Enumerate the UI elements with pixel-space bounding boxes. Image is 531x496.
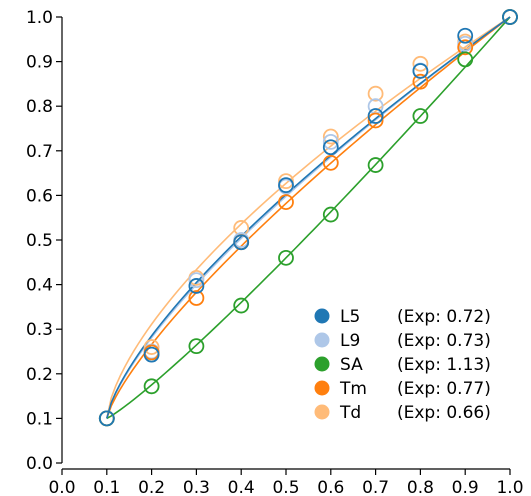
- data-point-tm: [367, 112, 384, 129]
- y-tick-label: 1.0: [26, 8, 53, 28]
- x-tick-label: 0.3: [183, 478, 210, 496]
- data-point-td: [412, 55, 429, 72]
- data-point-td: [143, 339, 160, 355]
- x-tick-label: 0.6: [317, 478, 344, 496]
- x-tick-label: 1.0: [496, 478, 523, 496]
- y-tick-label: 0.3: [26, 320, 53, 340]
- data-point-l5: [233, 234, 250, 251]
- legend-marker-l9: [314, 332, 330, 348]
- data-point-tm: [412, 73, 429, 90]
- data-point-tm: [457, 39, 474, 56]
- data-point-l5: [412, 63, 429, 79]
- data-point-sa: [143, 378, 160, 395]
- y-tick-label: 0.0: [26, 454, 53, 474]
- data-point-l5: [457, 27, 474, 44]
- y-tick-label: 0.7: [26, 142, 53, 162]
- data-point-td: [278, 173, 294, 190]
- x-tick-label: 0.0: [48, 478, 75, 496]
- data-point-sa: [412, 108, 429, 124]
- data-point-l5: [502, 9, 518, 25]
- legend-exponent-label: (Exp: 0.73): [397, 331, 491, 351]
- legend-exponent-label: (Exp: 0.77): [397, 379, 491, 399]
- data-point-l5: [98, 410, 115, 427]
- fit-curves: [106, 16, 511, 420]
- legend: L5 (Exp: 0.72) L9 (Exp: 0.73) SA (Exp: 1.13) T…: [314, 307, 491, 423]
- x-tick-label: 0.7: [362, 478, 389, 496]
- legend-series-name: L9: [340, 331, 360, 351]
- x-tick-label: 0.8: [407, 478, 434, 496]
- axes: 0.0 0.1 0.2 0.3 0.4 0.5 0.6 0.7 0.8 0.9 1.0 0.0 0.1 0…: [26, 8, 524, 496]
- data-point-tm: [278, 194, 294, 210]
- legend-exponent-label: (Exp: 0.72): [397, 307, 491, 327]
- data-point-l5: [143, 346, 160, 363]
- y-tick-label: 0.2: [26, 365, 53, 385]
- y-tick-label: 0.5: [26, 231, 53, 251]
- x-tick-label: 0.2: [138, 478, 165, 496]
- data-point-l9: [188, 272, 205, 289]
- fit-curve-sa: [106, 16, 511, 420]
- data-point-l5: [188, 278, 205, 294]
- y-tick-label: 0.1: [26, 409, 53, 429]
- legend-exponent-label: (Exp: 1.13): [397, 355, 491, 375]
- legend-marker-tm: [314, 380, 330, 396]
- y-tick-label: 0.6: [26, 186, 53, 206]
- legend-exponent-label: (Exp: 0.66): [397, 403, 491, 423]
- legend-marker-td: [314, 404, 330, 420]
- legend-series-name: SA: [340, 355, 363, 375]
- legend-series-name: Td: [339, 403, 361, 423]
- data-point-l5: [278, 177, 294, 194]
- data-point-sa: [457, 51, 474, 68]
- legend-series-name: L5: [340, 307, 360, 327]
- data-point-tm: [188, 290, 205, 306]
- x-tick-label: 0.4: [228, 478, 255, 496]
- fit-curve-tm: [106, 16, 511, 419]
- data-point-sa: [322, 206, 339, 223]
- data-point-sa: [188, 338, 205, 355]
- data-point-td: [367, 85, 384, 102]
- y-tick-label: 0.9: [26, 53, 53, 73]
- fit-curve-l5: [106, 16, 511, 419]
- x-tick-label: 0.5: [272, 478, 299, 496]
- x-tick-label: 0.1: [93, 478, 120, 496]
- fit-curve-td: [106, 16, 511, 419]
- x-tick-label: 0.9: [452, 478, 479, 496]
- y-tick-label: 0.4: [26, 276, 53, 296]
- data-point-sa: [233, 297, 250, 314]
- legend-marker-sa: [314, 356, 330, 372]
- legend-series-name: Tm: [339, 379, 367, 399]
- data-markers: [98, 9, 518, 427]
- data-point-l5: [367, 108, 384, 124]
- data-point-l5: [322, 139, 339, 156]
- data-point-l9: [322, 133, 339, 150]
- data-point-sa: [278, 249, 294, 266]
- legend-marker-l5: [314, 308, 330, 324]
- data-point-td: [322, 128, 339, 145]
- y-tick-label: 0.8: [26, 97, 53, 117]
- data-point-sa: [367, 157, 384, 173]
- data-point-tm: [322, 154, 339, 171]
